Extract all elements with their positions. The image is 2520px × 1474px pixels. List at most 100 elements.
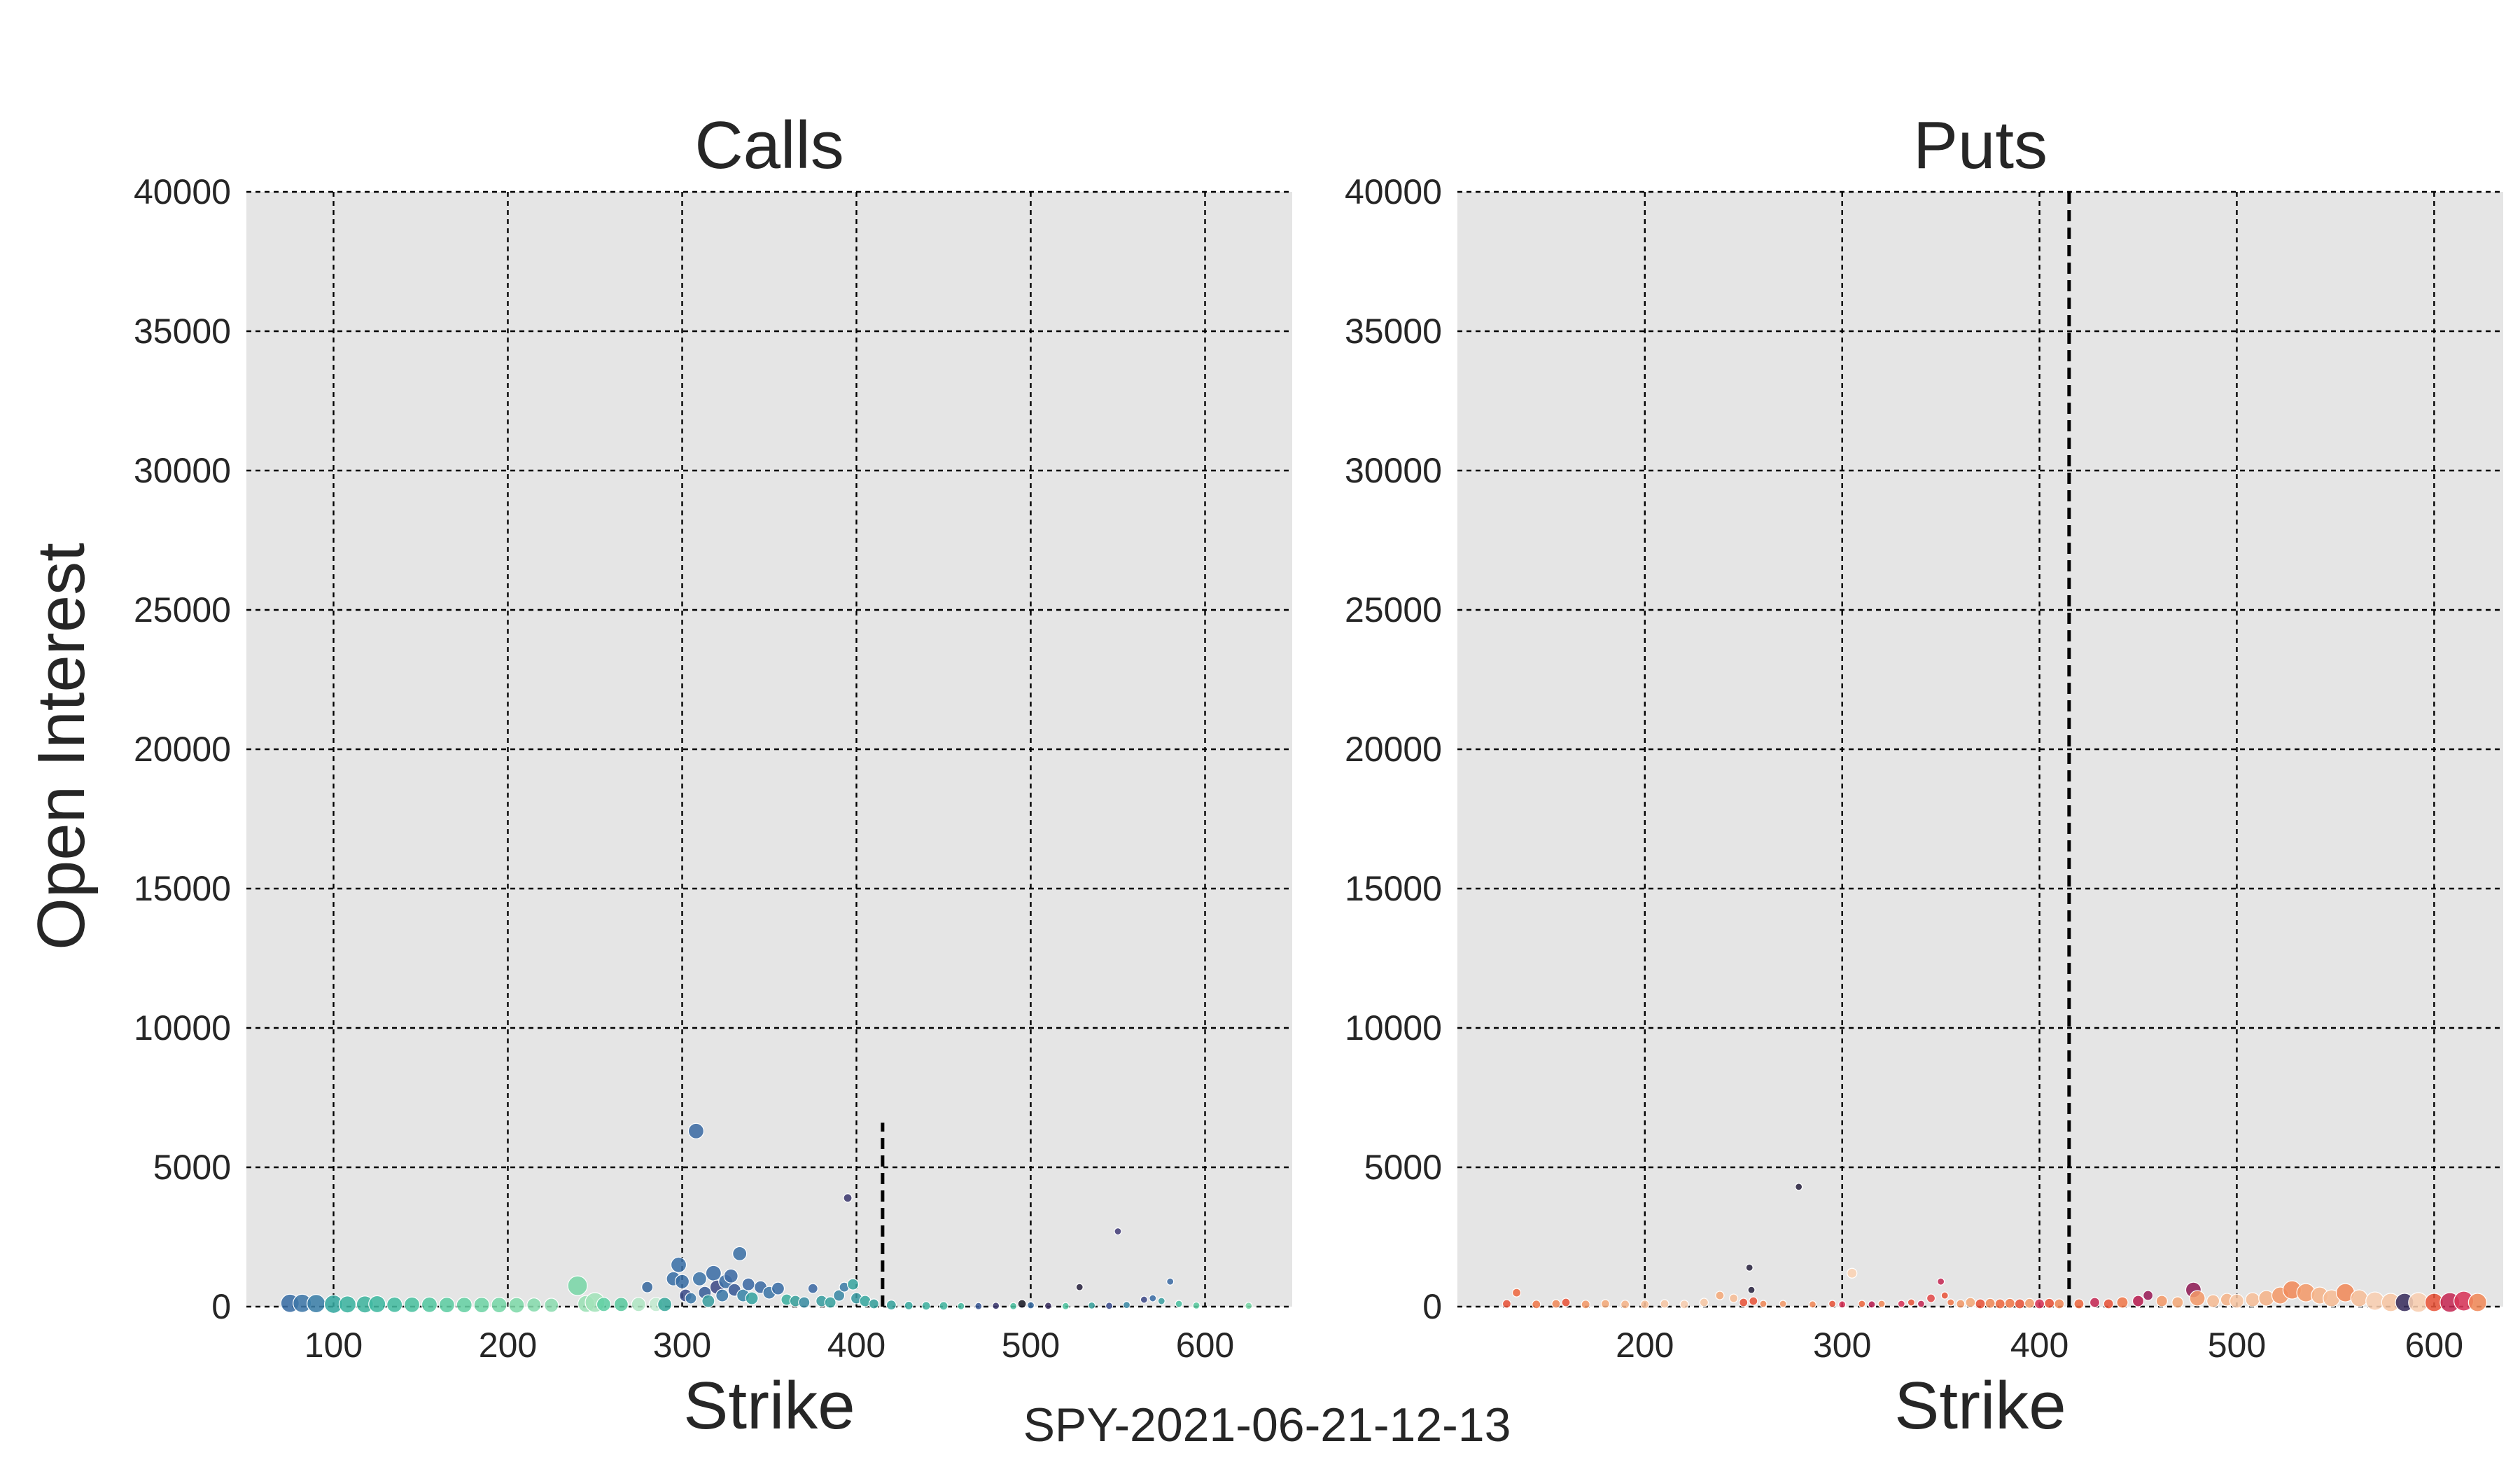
calls-data-point [832, 1289, 846, 1302]
puts-data-point [1917, 1300, 1926, 1308]
calls-points [280, 1122, 1253, 1314]
puts-data-point [1907, 1298, 1915, 1307]
calls-data-point [846, 1278, 860, 1291]
calls-data-point [544, 1298, 559, 1313]
calls-data-point [1140, 1295, 1148, 1304]
puts-data-point [1795, 1183, 1803, 1191]
puts-y-ticks: 0 5000 10000 15000 20000 25000 30000 35000 40000 [1345, 172, 1442, 1326]
puts-data-point [1940, 1291, 1949, 1300]
calls-x-ticks: 100 200 300 400 500 600 [304, 1326, 1234, 1365]
calls-data-point [674, 1274, 690, 1289]
calls-data-point [843, 1193, 853, 1203]
puts-data-point [2189, 1290, 2206, 1307]
puts-panel: 200 300 400 500 600 0 5000 10000 15000 20000 2500… [1345, 108, 2503, 1443]
calls-data-point [1192, 1301, 1200, 1310]
calls-y-axis-title: Open Interest [24, 543, 99, 950]
puts-data-point [1897, 1300, 1905, 1308]
puts-y-tick-label: 20000 [1345, 730, 1442, 769]
calls-data-point [491, 1297, 507, 1314]
calls-data-point [473, 1297, 490, 1314]
puts-data-point [2155, 1295, 2168, 1307]
calls-data-point [1044, 1302, 1053, 1310]
puts-y-tick-label: 30000 [1345, 451, 1442, 490]
puts-data-point [2054, 1298, 2065, 1309]
puts-data-point [2132, 1295, 2145, 1307]
calls-data-point [403, 1296, 421, 1313]
puts-data-point [2206, 1294, 2220, 1308]
calls-data-point [641, 1281, 654, 1293]
calls-data-point [1175, 1300, 1183, 1308]
puts-data-point [1956, 1299, 1966, 1309]
puts-data-point [1779, 1300, 1787, 1308]
calls-data-point [657, 1297, 673, 1312]
puts-y-tick-label: 35000 [1345, 312, 1442, 351]
puts-data-point [1745, 1263, 1754, 1272]
calls-data-point [1149, 1294, 1157, 1302]
calls-data-point [1061, 1302, 1070, 1310]
puts-data-point [2089, 1297, 2101, 1308]
calls-data-point [1245, 1302, 1253, 1310]
calls-data-point [631, 1297, 646, 1312]
puts-data-point [2350, 1289, 2368, 1307]
puts-data-point [1551, 1299, 1561, 1309]
puts-data-point [1620, 1300, 1630, 1309]
puts-data-point [1847, 1267, 1858, 1279]
calls-y-tick-label: 35000 [134, 312, 231, 351]
puts-data-point [2171, 1296, 2184, 1309]
puts-data-point [1600, 1299, 1611, 1309]
puts-data-point [2116, 1296, 2129, 1309]
puts-data-point [1965, 1297, 1976, 1308]
calls-data-point [1088, 1301, 1096, 1310]
puts-data-point [1679, 1300, 1689, 1309]
puts-gridlines [1457, 190, 2503, 1308]
calls-data-point [939, 1301, 948, 1311]
calls-x-tick-label: 200 [479, 1326, 537, 1365]
calls-data-point [1026, 1301, 1035, 1309]
calls-data-point [307, 1294, 326, 1314]
calls-data-point [745, 1291, 759, 1305]
calls-data-point [438, 1297, 455, 1314]
figure-caption: SPY-2021-06-21-12-13 [1023, 1398, 1511, 1452]
calls-data-point [732, 1246, 748, 1261]
calls-data-point [596, 1297, 612, 1312]
calls-data-point [508, 1297, 525, 1314]
puts-data-point [1937, 1277, 1945, 1286]
calls-data-point [715, 1288, 729, 1302]
calls-data-point [705, 1265, 722, 1281]
puts-x-tick-label: 300 [1813, 1326, 1871, 1365]
puts-y-tick-label: 5000 [1364, 1148, 1442, 1187]
calls-x-tick-label: 600 [1176, 1326, 1234, 1365]
puts-data-point [2073, 1298, 2085, 1309]
calls-data-point [1122, 1301, 1131, 1309]
calls-data-point [1157, 1297, 1166, 1305]
puts-data-point [1729, 1293, 1739, 1303]
calls-gridlines [246, 190, 1292, 1308]
calls-data-point [741, 1277, 755, 1291]
puts-y-tick-label: 0 [1422, 1287, 1442, 1326]
calls-y-tick-label: 20000 [134, 730, 231, 769]
puts-data-point [1739, 1298, 1749, 1307]
calls-data-point [886, 1300, 897, 1311]
puts-data-point [1561, 1298, 1571, 1307]
calls-y-tick-label: 5000 [153, 1148, 231, 1187]
puts-title: Puts [1913, 108, 2047, 183]
puts-x-tick-label: 400 [2010, 1326, 2068, 1365]
puts-data-point [1975, 1298, 1986, 1309]
calls-data-point [807, 1283, 818, 1294]
puts-data-point [2033, 1298, 2045, 1309]
calls-y-ticks: 0 5000 10000 15000 20000 25000 30000 35000 40000 [134, 172, 231, 1326]
puts-data-point [2468, 1293, 2487, 1312]
puts-data-point [1868, 1300, 1876, 1309]
calls-data-point [868, 1298, 880, 1309]
calls-y-tick-label: 15000 [134, 869, 231, 908]
puts-data-point [1838, 1300, 1847, 1309]
puts-data-point [2014, 1298, 2025, 1309]
calls-data-point [613, 1297, 629, 1312]
calls-x-axis-title: Strike [683, 1368, 855, 1443]
calls-y-tick-label: 10000 [134, 1008, 231, 1048]
puts-y-tick-label: 10000 [1345, 1008, 1442, 1048]
calls-data-point [526, 1298, 542, 1313]
puts-data-point [1532, 1300, 1541, 1309]
calls-y-tick-label: 25000 [134, 590, 231, 630]
